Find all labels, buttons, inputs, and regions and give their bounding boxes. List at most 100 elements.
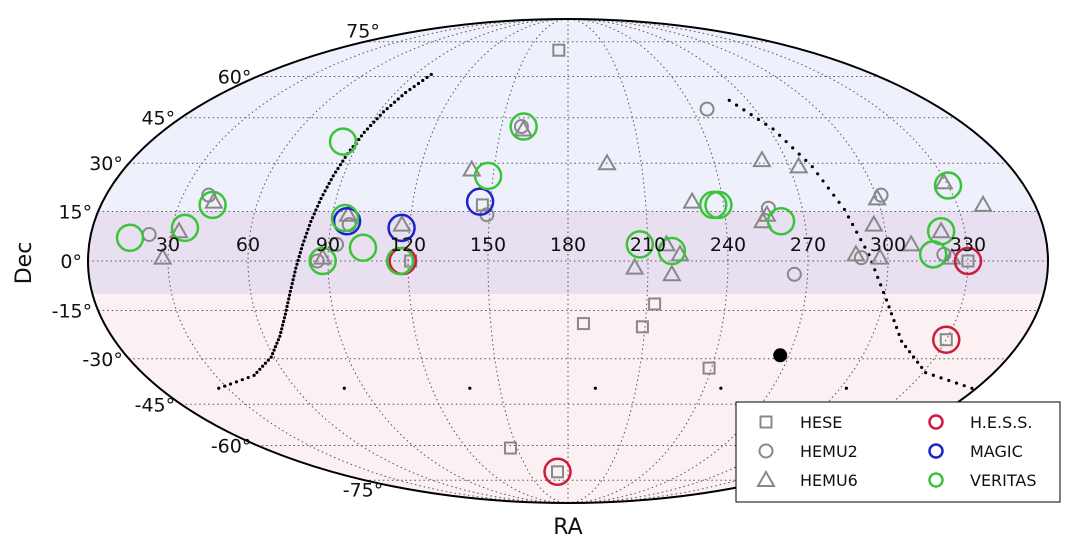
galactic-plane-dot: [879, 283, 883, 287]
galactic-plane-dot: [365, 127, 370, 131]
galactic-plane-dot: [288, 289, 292, 293]
veritas-point: [330, 203, 360, 233]
galactic-plane-dot: [286, 301, 290, 305]
galactic-plane-dot: [292, 274, 296, 278]
dec-tick-label: -75°: [343, 479, 384, 501]
galactic-plane-dot: [392, 100, 397, 104]
galactic-plane-dot: [359, 134, 364, 138]
galactic-plane-dot: [305, 231, 309, 235]
galactic-plane-dot: [294, 266, 298, 270]
hemu6-point: [624, 257, 645, 275]
galactic-plane-dot: [273, 345, 278, 349]
legend-label: HEMU2: [800, 442, 858, 461]
galactic-plane-dot: [303, 235, 307, 239]
galactic-plane-dot: [778, 133, 782, 137]
galactic-plane-dot: [816, 172, 820, 176]
hemu2-point: [786, 266, 802, 282]
galactic-plane-dot: [911, 355, 916, 359]
dec-tick-label: 30°: [89, 153, 123, 175]
veritas-point: [625, 230, 655, 259]
galactic-plane-dot: [931, 373, 935, 377]
galactic-plane-dot: [837, 200, 841, 204]
dec-tick-label: -45°: [135, 394, 176, 416]
ra-tick-label: 60: [236, 234, 260, 256]
galactic-plane-dot: [881, 290, 886, 295]
galactic-plane-dot: [873, 268, 877, 272]
galactic-plane-dot: [369, 123, 373, 128]
veritas-point: [933, 171, 963, 200]
dec-tick-label: 15°: [58, 201, 92, 223]
veritas-point: [348, 233, 378, 262]
galactic-plane-dot: [300, 243, 305, 247]
galactic-plane-dot: [425, 75, 429, 80]
galactic-plane-dot: [907, 350, 912, 354]
grid-meridian: [567, 19, 729, 503]
galactic-plane-dot: [302, 239, 306, 243]
galactic-plane-dot: [276, 338, 280, 342]
legend-marker: [758, 443, 774, 459]
galactic-plane-dot: [385, 107, 389, 111]
legend-label: HEMU6: [800, 471, 858, 490]
galactic-plane-dot: [842, 207, 847, 212]
galactic-plane-dot: [884, 298, 889, 302]
hemu2-point: [329, 236, 345, 252]
hemu2-point: [853, 250, 869, 266]
hemu2-point: [513, 119, 529, 135]
galactic-center-point: [773, 348, 788, 363]
hese-point: [702, 361, 716, 375]
hemu6-point: [682, 191, 702, 209]
galactic-plane-dot: [863, 245, 867, 249]
galactic-plane-dot: [329, 178, 333, 182]
galactic-plane-dot: [887, 305, 891, 309]
ra-tick-label: 210: [630, 234, 666, 256]
legend-marker: [928, 443, 944, 459]
galactic-plane-dot: [314, 208, 318, 212]
galactic-plane-dot: [804, 158, 808, 162]
galactic-plane-dot: [316, 204, 320, 208]
galactic-plane-dot: [899, 339, 904, 343]
magic-point: [387, 213, 416, 243]
galactic-plane-dot: [317, 200, 321, 204]
galactic-plane-dot: [331, 174, 335, 178]
galactic-plane-dot: [903, 344, 908, 349]
h-e-s-s-point: [543, 457, 572, 487]
galactic-plane-dot: [916, 360, 920, 364]
galactic-plane-dot: [412, 84, 416, 89]
galactic-plane-dot: [400, 94, 404, 98]
galactic-plane-dot: [321, 193, 325, 197]
dec-tick-label: 45°: [141, 108, 175, 130]
h-e-s-s-point: [953, 246, 983, 276]
galactic-plane-dot: [404, 90, 408, 95]
legend-label: MAGIC: [970, 442, 1023, 461]
galactic-plane-dot: [894, 325, 899, 330]
galactic-plane-dot: [252, 373, 256, 378]
grid-meridian: [567, 19, 809, 503]
galactic-plane-dot: [889, 312, 894, 316]
hemu6-point: [392, 214, 412, 232]
galactic-plane-dot: [408, 87, 412, 92]
ra-tick-label: 150: [470, 234, 506, 256]
galactic-plane-dot: [797, 152, 801, 156]
galactic-plane-dot: [275, 341, 279, 345]
y-axis-label: Dec: [12, 242, 37, 285]
grid-meridian: [567, 19, 649, 503]
galactic-plane-dot: [325, 185, 329, 189]
galactic-plane-dot: [263, 361, 268, 365]
galactic-plane-dot: [258, 367, 262, 371]
legend-label: H.E.S.S.: [970, 413, 1033, 432]
galactic-plane-dot: [290, 281, 294, 286]
galactic-plane-dot: [832, 193, 836, 197]
galactic-plane-dot: [291, 278, 295, 282]
galactic-plane-dot: [396, 97, 400, 101]
galactic-plane-dot: [381, 110, 386, 114]
veritas-point: [328, 127, 358, 156]
galactic-plane-dot: [389, 103, 393, 108]
grid-meridian: [167, 19, 569, 503]
magic-point: [465, 187, 495, 216]
legend-box: [735, 401, 1061, 503]
galactic-plane-dot: [468, 386, 472, 390]
galactic-plane-dot: [378, 113, 382, 117]
galactic-plane-dot: [855, 230, 859, 234]
galactic-plane-dot: [429, 72, 433, 77]
